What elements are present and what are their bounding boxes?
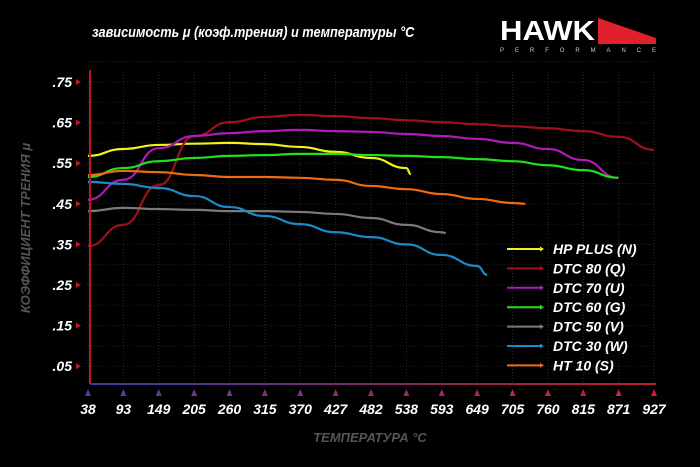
chart-title: зависимость μ (коэф.трения) и температур… <box>92 24 415 41</box>
x-tick-arrow-icon <box>368 389 374 396</box>
x-tick-arrow-icon <box>438 389 445 396</box>
x-tick-label: 149 <box>147 401 171 417</box>
legend-arrow-icon <box>540 362 544 368</box>
x-tick-label: 649 <box>465 401 489 417</box>
legend-label: DTC 80 (Q) <box>553 260 626 276</box>
legend-arrow-icon <box>540 324 544 330</box>
logo-wing-icon <box>598 18 656 44</box>
y-tick-arrow-icon <box>76 160 81 167</box>
legend-arrow-icon <box>540 246 544 252</box>
x-tick-arrow-icon <box>509 389 516 396</box>
x-tick-label: 38 <box>80 401 96 417</box>
x-tick-arrow-icon <box>85 389 91 396</box>
y-tick-label: .35 <box>53 236 73 252</box>
x-tick-label: 815 <box>572 401 596 417</box>
y-tick-arrow-icon <box>76 200 81 207</box>
x-tick-arrow-icon <box>474 389 481 396</box>
x-tick-label: 427 <box>323 401 349 417</box>
legend-label: HP PLUS (N) <box>553 241 637 257</box>
x-tick-arrow-icon <box>226 389 233 396</box>
x-tick-label: 370 <box>289 401 313 417</box>
x-tick-label: 93 <box>116 401 132 417</box>
x-tick-label: 760 <box>536 401 560 417</box>
y-tick-label: .15 <box>53 318 73 334</box>
y-tick-arrow-icon <box>76 363 81 370</box>
x-tick-label: 927 <box>642 401 667 417</box>
y-tick-arrow-icon <box>76 119 81 126</box>
x-tick-arrow-icon <box>544 389 551 396</box>
hawk-logo: HAWK PERFORMANCE <box>500 15 656 54</box>
x-tick-label: 871 <box>607 401 631 417</box>
x-tick-arrow-icon <box>261 389 268 396</box>
legend-label: HT 10 (S) <box>553 357 614 373</box>
x-tick-label: 260 <box>217 401 242 417</box>
legend-label: DTC 70 (U) <box>553 280 625 296</box>
logo-text: HAWK <box>500 15 595 46</box>
y-tick-label: .05 <box>53 358 73 374</box>
series-line-5 <box>87 180 488 276</box>
y-tick-arrow-icon <box>76 241 81 248</box>
y-tick-arrow-icon <box>76 282 81 288</box>
y-axis-label: КОЭФФИЦИЕНТ ТРЕНИЯ μ <box>18 143 33 313</box>
series-line-3 <box>87 152 619 179</box>
x-tick-arrow-icon <box>651 389 657 396</box>
x-tick-arrow-icon <box>155 389 162 396</box>
legend-label: DTC 60 (G) <box>553 299 626 315</box>
x-tick-label: 205 <box>181 401 206 417</box>
y-tick-label: .75 <box>53 74 73 90</box>
y-tick-label: .45 <box>53 196 73 212</box>
x-tick-arrow-icon <box>297 389 304 396</box>
series-line-4 <box>87 206 446 235</box>
x-tick-label: 482 <box>358 401 383 417</box>
x-tick-label: 705 <box>501 401 525 417</box>
x-tick-arrow-icon <box>615 389 622 396</box>
x-tick-arrow-icon <box>332 389 339 396</box>
legend-arrow-icon <box>540 343 544 349</box>
x-axis <box>90 383 656 385</box>
legend-arrow-icon <box>540 304 544 310</box>
x-tick-arrow-icon <box>191 389 198 396</box>
y-tick-label: .55 <box>53 155 73 171</box>
x-tick-arrow-icon <box>120 389 127 396</box>
legend-label: DTC 30 (W) <box>553 338 628 354</box>
y-tick-label: .25 <box>53 277 73 293</box>
x-tick-arrow-icon <box>403 389 410 396</box>
x-tick-arrow-icon <box>580 389 587 396</box>
logo-subtext: PERFORMANCE <box>500 48 656 54</box>
x-tick-label: 315 <box>253 401 277 417</box>
legend-arrow-icon <box>540 265 544 271</box>
y-tick-arrow-icon <box>76 322 81 329</box>
legend-label: DTC 50 (V) <box>553 319 624 335</box>
x-tick-label: 538 <box>395 401 419 417</box>
x-tick-label: 593 <box>430 401 454 417</box>
series-line-2 <box>87 128 619 201</box>
series-line-6 <box>87 169 526 205</box>
x-axis-label: ТЕМПЕРАТУРА °C <box>313 430 427 445</box>
y-tick-arrow-icon <box>76 79 81 85</box>
y-tick-label: .65 <box>53 115 73 131</box>
legend-arrow-icon <box>540 285 544 291</box>
